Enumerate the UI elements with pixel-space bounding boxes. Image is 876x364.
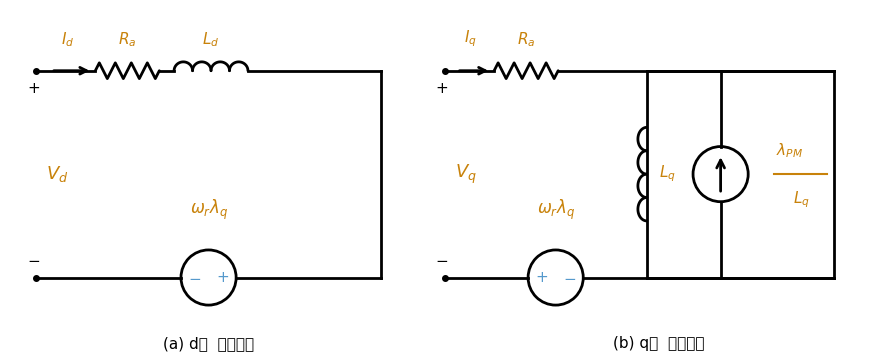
Text: $I_q$: $I_q$ bbox=[464, 28, 477, 49]
Text: $R_a$: $R_a$ bbox=[118, 30, 137, 49]
Text: $+$: $+$ bbox=[535, 270, 548, 285]
Text: $\lambda_{PM}$: $\lambda_{PM}$ bbox=[776, 142, 802, 160]
Text: $L_q$: $L_q$ bbox=[659, 164, 675, 185]
Text: $V_d$: $V_d$ bbox=[46, 164, 68, 184]
Text: $+$: $+$ bbox=[26, 81, 39, 96]
Text: $-$: $-$ bbox=[188, 270, 201, 285]
Text: $\omega_r\lambda_q$: $\omega_r\lambda_q$ bbox=[537, 198, 575, 222]
Text: (a) d축  등가회로: (a) d축 등가회로 bbox=[163, 336, 254, 351]
Text: $-$: $-$ bbox=[563, 270, 576, 285]
Text: $+$: $+$ bbox=[435, 81, 449, 96]
Text: $V_q$: $V_q$ bbox=[455, 162, 477, 186]
Text: $L_d$: $L_d$ bbox=[202, 30, 220, 49]
Text: $-$: $-$ bbox=[435, 252, 449, 267]
Text: $L_q$: $L_q$ bbox=[793, 190, 809, 210]
Text: $+$: $+$ bbox=[215, 270, 229, 285]
Text: $I_d$: $I_d$ bbox=[61, 30, 74, 49]
Text: (b) q축  등가회로: (b) q축 등가회로 bbox=[613, 336, 705, 351]
Text: $\omega_r\lambda_q$: $\omega_r\lambda_q$ bbox=[189, 198, 228, 222]
Text: $-$: $-$ bbox=[26, 252, 39, 267]
Text: $R_a$: $R_a$ bbox=[517, 30, 535, 49]
